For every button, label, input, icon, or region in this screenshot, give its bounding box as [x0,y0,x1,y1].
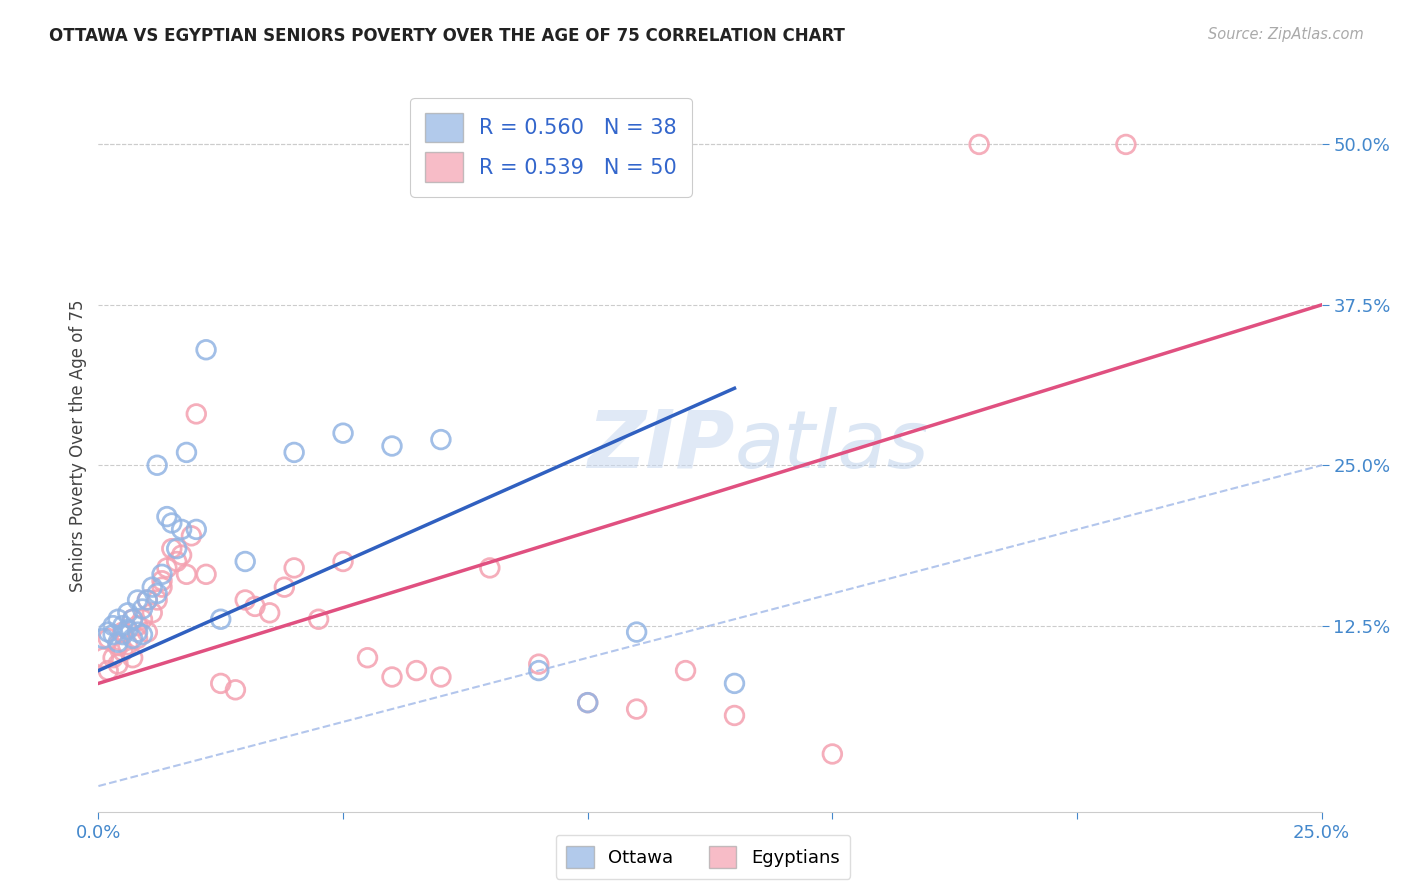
Point [233,593,256,607]
Point [131,627,153,641]
Y-axis label: Seniors Poverty Over the Age of 75: Seniors Poverty Over the Age of 75 [69,300,87,592]
Point [117,638,139,652]
Point [576,696,599,710]
Point [111,644,134,658]
Point [430,433,453,447]
Point [405,664,427,678]
Point [1115,137,1137,152]
Point [150,567,173,582]
Point [195,567,218,582]
Point [209,612,232,626]
Point [332,426,354,441]
Point [430,670,453,684]
Text: ZIP: ZIP [588,407,734,485]
Point [626,625,648,640]
Point [186,407,208,421]
Point [141,606,163,620]
Point [195,343,218,357]
Point [243,599,266,614]
Point [156,509,179,524]
Point [121,612,143,626]
Point [176,567,198,582]
Point [101,627,124,641]
Point [176,445,198,459]
Point [141,580,163,594]
Point [967,137,990,152]
Point [166,541,188,556]
Point [283,561,305,575]
Point [478,561,501,575]
Point [821,747,844,761]
Point [576,696,599,710]
Point [170,548,193,562]
Point [675,664,697,678]
Point [136,593,159,607]
Point [131,602,153,616]
Point [127,593,149,607]
Point [273,580,295,594]
Point [121,650,143,665]
Point [97,632,120,646]
Point [117,606,139,620]
Point [91,650,114,665]
Point [111,627,134,641]
Point [626,702,648,716]
Legend: R = 0.560   N = 38, R = 0.539   N = 50: R = 0.560 N = 38, R = 0.539 N = 50 [411,98,692,196]
Point [111,625,134,640]
Point [308,612,330,626]
Point [107,638,129,652]
Point [723,676,745,690]
Point [127,632,149,646]
Point [381,439,404,453]
Text: OTTAWA VS EGYPTIAN SENIORS POVERTY OVER THE AGE OF 75 CORRELATION CHART: OTTAWA VS EGYPTIAN SENIORS POVERTY OVER … [49,27,845,45]
Point [150,580,173,594]
Point [107,635,129,649]
Point [160,516,183,530]
Point [381,670,404,684]
Point [170,523,193,537]
Point [117,623,139,637]
Point [166,554,188,568]
Point [186,523,208,537]
Point [527,664,550,678]
Point [180,529,202,543]
Point [136,625,159,640]
Point [101,650,124,665]
Point [146,586,169,600]
Point [283,445,305,459]
Text: Source: ZipAtlas.com: Source: ZipAtlas.com [1208,27,1364,42]
Point [107,657,129,672]
Point [121,632,143,646]
Point [356,650,378,665]
Point [97,625,120,640]
Point [101,618,124,632]
Point [97,664,120,678]
Point [107,612,129,626]
Point [259,606,281,620]
Point [131,612,153,626]
Point [146,458,169,473]
Point [127,618,149,632]
Point [224,682,246,697]
Legend: Ottawa, Egyptians: Ottawa, Egyptians [555,835,851,879]
Point [127,625,149,640]
Text: atlas: atlas [734,407,929,485]
Point [527,657,550,672]
Point [150,574,173,588]
Point [121,612,143,626]
Point [136,593,159,607]
Point [91,632,114,646]
Point [156,561,179,575]
Point [111,618,134,632]
Point [160,541,183,556]
Point [332,554,354,568]
Point [723,708,745,723]
Point [209,676,232,690]
Point [146,593,169,607]
Point [233,554,256,568]
